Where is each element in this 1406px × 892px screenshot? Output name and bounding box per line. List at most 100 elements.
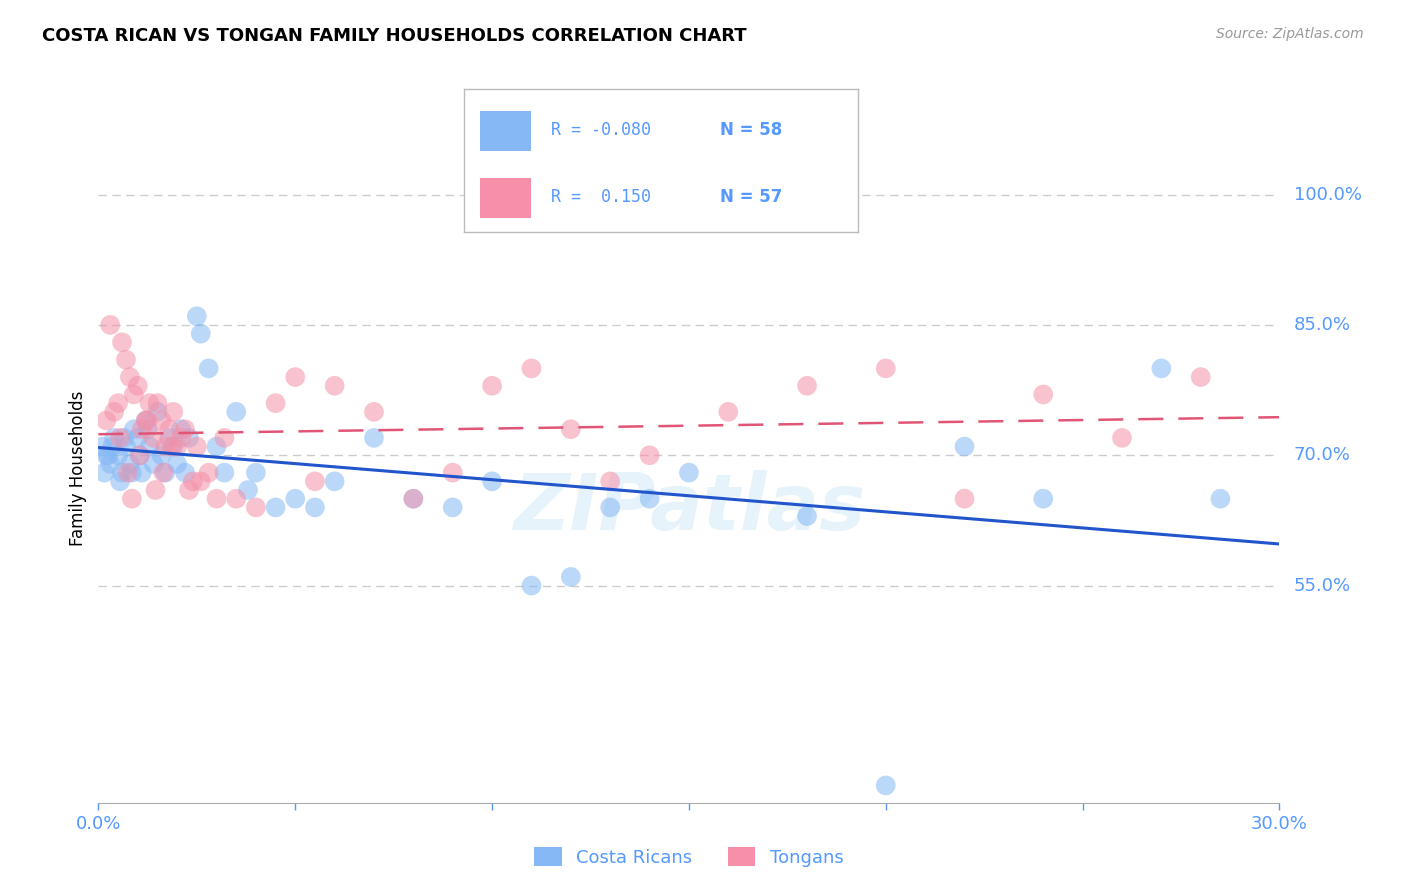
Point <box>1150 361 1173 376</box>
Point <box>197 361 219 376</box>
Point <box>111 335 134 350</box>
Point <box>441 500 464 515</box>
Point <box>138 440 160 454</box>
Point <box>97 448 120 462</box>
Point <box>157 431 180 445</box>
Point <box>264 396 287 410</box>
Point <box>481 475 503 489</box>
Point <box>166 440 188 454</box>
Point <box>186 440 208 454</box>
Point <box>108 431 131 445</box>
Point <box>107 448 129 462</box>
Text: R =  0.150: R = 0.150 <box>551 188 651 206</box>
Point <box>186 310 208 324</box>
Point <box>162 405 184 419</box>
Point <box>128 448 150 462</box>
Point <box>205 440 228 454</box>
Point <box>284 370 307 384</box>
Point <box>128 448 150 462</box>
Point <box>174 466 197 480</box>
Point <box>875 779 897 793</box>
Point <box>205 491 228 506</box>
Point <box>135 413 157 427</box>
Point <box>560 422 582 436</box>
Text: N = 57: N = 57 <box>720 188 782 206</box>
Point <box>953 440 976 454</box>
Point <box>1189 370 1212 384</box>
Point <box>162 440 184 454</box>
Point <box>190 326 212 341</box>
Point <box>181 475 204 489</box>
Point <box>146 396 169 410</box>
Point <box>150 413 173 427</box>
Point <box>117 466 139 480</box>
Point <box>118 457 141 471</box>
Point <box>157 422 180 436</box>
Text: R = -0.080: R = -0.080 <box>551 121 651 139</box>
Point <box>225 405 247 419</box>
Point <box>214 431 236 445</box>
Text: 85.0%: 85.0% <box>1294 316 1351 334</box>
Point <box>304 475 326 489</box>
Point <box>121 466 143 480</box>
Point <box>142 457 165 471</box>
Point <box>402 491 425 506</box>
Point <box>402 491 425 506</box>
Point <box>638 491 661 506</box>
Point <box>136 422 159 436</box>
Point <box>108 475 131 489</box>
Point <box>160 440 183 454</box>
Point <box>166 457 188 471</box>
Text: 55.0%: 55.0% <box>1294 576 1351 595</box>
Point <box>103 431 125 445</box>
Point <box>245 500 267 515</box>
Point <box>323 378 346 392</box>
Legend: Costa Ricans, Tongans: Costa Ricans, Tongans <box>527 840 851 874</box>
Point <box>122 387 145 401</box>
Point <box>146 405 169 419</box>
Point <box>796 509 818 524</box>
Text: ZIPatlas: ZIPatlas <box>513 470 865 547</box>
Point <box>98 457 121 471</box>
Point <box>245 466 267 480</box>
Point <box>136 413 159 427</box>
Point <box>304 500 326 515</box>
Point <box>441 466 464 480</box>
Point <box>131 422 153 436</box>
Point <box>135 413 157 427</box>
Point <box>520 361 543 376</box>
Point <box>796 378 818 392</box>
Point <box>96 448 118 462</box>
Point <box>107 396 129 410</box>
Point <box>118 370 141 384</box>
Point <box>122 422 145 436</box>
Point <box>197 466 219 480</box>
Point <box>481 378 503 392</box>
Text: COSTA RICAN VS TONGAN FAMILY HOUSEHOLDS CORRELATION CHART: COSTA RICAN VS TONGAN FAMILY HOUSEHOLDS … <box>42 27 747 45</box>
Point <box>1111 431 1133 445</box>
Point <box>953 491 976 506</box>
Point <box>1209 491 1232 506</box>
Point <box>717 405 740 419</box>
Point <box>155 440 177 454</box>
Point <box>678 466 700 480</box>
Point <box>177 483 200 497</box>
Point <box>1032 491 1054 506</box>
Text: 100.0%: 100.0% <box>1294 186 1361 203</box>
Point <box>115 440 138 454</box>
Point <box>98 318 121 332</box>
Text: 70.0%: 70.0% <box>1294 446 1350 464</box>
Point <box>264 500 287 515</box>
Y-axis label: Family Households: Family Households <box>69 391 87 546</box>
Point <box>190 475 212 489</box>
Point <box>127 431 149 445</box>
Point <box>115 352 138 367</box>
Point <box>142 431 165 445</box>
Point <box>236 483 259 497</box>
Text: N = 58: N = 58 <box>720 121 782 139</box>
Point <box>93 466 115 480</box>
Point <box>155 466 177 480</box>
Point <box>91 440 114 454</box>
Bar <box>479 111 531 151</box>
Point <box>284 491 307 506</box>
